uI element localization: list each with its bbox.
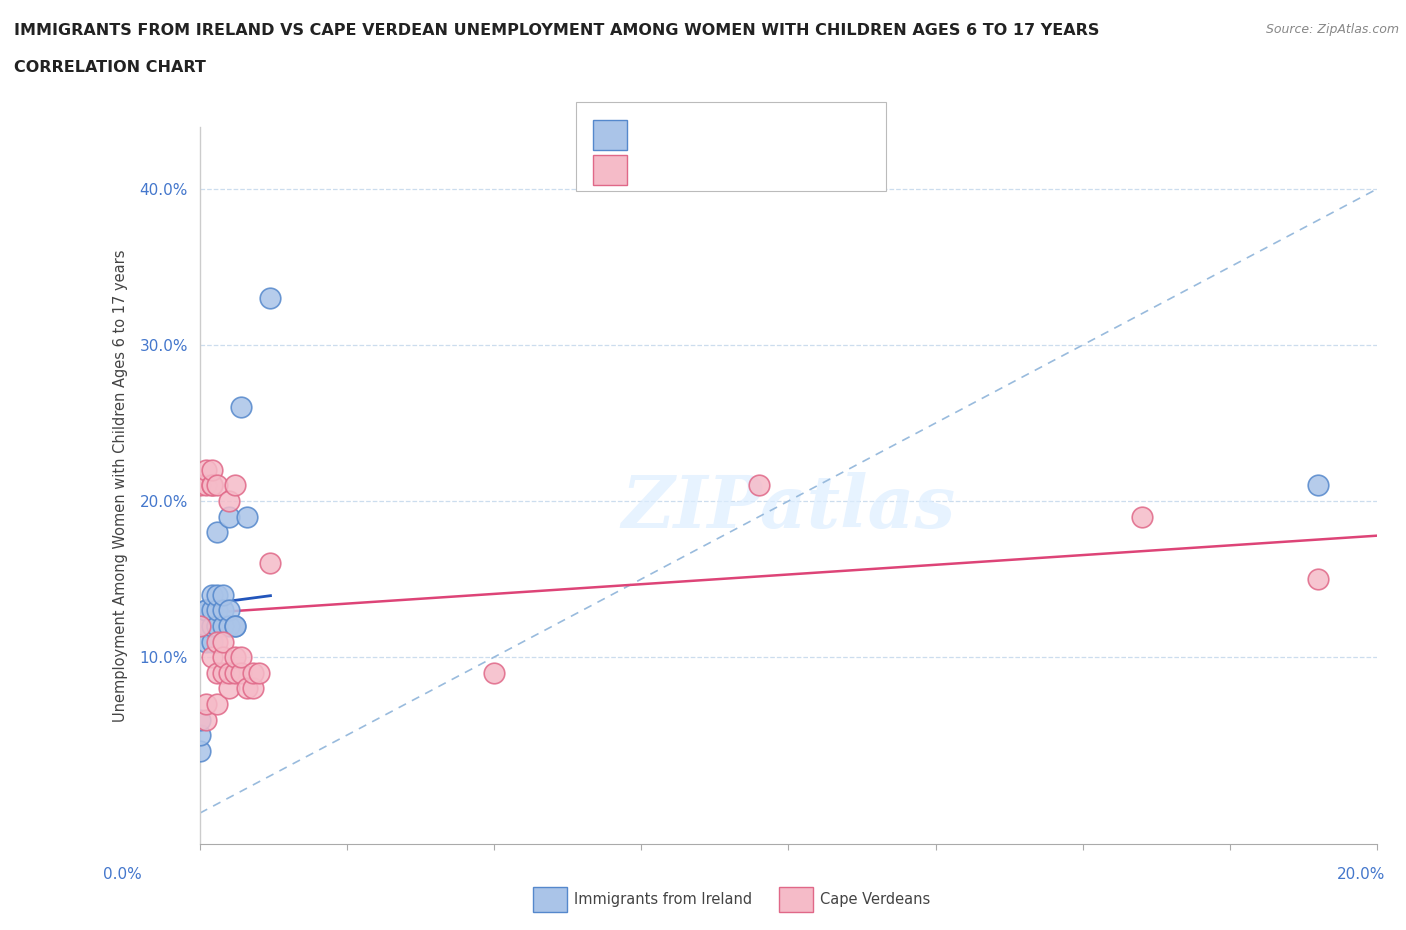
Point <box>212 650 235 665</box>
Point <box>218 494 240 509</box>
Point <box>201 650 224 665</box>
Y-axis label: Unemployment Among Women with Children Ages 6 to 17 years: Unemployment Among Women with Children A… <box>114 249 128 722</box>
Point <box>229 400 252 415</box>
Point <box>207 665 229 680</box>
Point <box>212 634 235 649</box>
Text: Immigrants from Ireland: Immigrants from Ireland <box>574 892 752 907</box>
Point <box>201 618 224 633</box>
Point <box>218 681 240 696</box>
Point <box>201 478 224 493</box>
Text: 29: 29 <box>766 126 787 140</box>
Point <box>242 681 264 696</box>
Point <box>194 462 217 477</box>
Point <box>194 603 217 618</box>
Point <box>212 587 235 602</box>
Point <box>194 478 217 493</box>
Point <box>259 556 281 571</box>
Point <box>201 634 224 649</box>
Point <box>247 665 270 680</box>
Point <box>207 634 229 649</box>
Text: 20.0%: 20.0% <box>1337 867 1385 882</box>
Text: Source: ZipAtlas.com: Source: ZipAtlas.com <box>1265 23 1399 36</box>
Point <box>1130 510 1153 525</box>
Point <box>194 618 217 633</box>
Point <box>218 603 240 618</box>
Point <box>236 510 259 525</box>
Point <box>242 665 264 680</box>
Point <box>748 478 770 493</box>
Point <box>194 634 217 649</box>
Point <box>224 665 246 680</box>
Point <box>218 665 240 680</box>
Text: R = -0.012: R = -0.012 <box>634 161 724 176</box>
Point <box>188 478 211 493</box>
Point <box>259 291 281 306</box>
Point <box>201 603 224 618</box>
Point <box>482 665 505 680</box>
Text: R =: R = <box>634 126 668 140</box>
Point <box>207 478 229 493</box>
Point <box>207 697 229 711</box>
Text: IMMIGRANTS FROM IRELAND VS CAPE VERDEAN UNEMPLOYMENT AMONG WOMEN WITH CHILDREN A: IMMIGRANTS FROM IRELAND VS CAPE VERDEAN … <box>14 23 1099 38</box>
Point <box>188 743 211 758</box>
Point <box>207 603 229 618</box>
Point <box>194 712 217 727</box>
Point <box>224 478 246 493</box>
Text: N =: N = <box>731 161 765 176</box>
Point <box>207 525 229 539</box>
Text: N =: N = <box>731 126 765 140</box>
Point <box>229 650 252 665</box>
Point <box>218 618 240 633</box>
Point <box>188 727 211 742</box>
Point <box>201 587 224 602</box>
Point <box>207 618 229 633</box>
Point <box>188 712 211 727</box>
Point <box>207 587 229 602</box>
Text: 34: 34 <box>766 161 787 176</box>
Point <box>201 478 224 493</box>
Point <box>212 618 235 633</box>
Point <box>224 618 246 633</box>
Text: 0.384: 0.384 <box>671 126 718 140</box>
Point <box>229 665 252 680</box>
Point <box>201 462 224 477</box>
Point <box>194 603 217 618</box>
Point <box>188 618 211 633</box>
Point <box>207 618 229 633</box>
Point <box>194 697 217 711</box>
Point <box>218 510 240 525</box>
Point <box>212 665 235 680</box>
Text: Cape Verdeans: Cape Verdeans <box>820 892 929 907</box>
Point <box>224 650 246 665</box>
Text: 0.0%: 0.0% <box>103 867 142 882</box>
Text: CORRELATION CHART: CORRELATION CHART <box>14 60 205 75</box>
Point <box>236 681 259 696</box>
Text: ZIPatlas: ZIPatlas <box>621 472 956 542</box>
Point <box>1306 572 1329 587</box>
Point <box>1306 478 1329 493</box>
Point <box>194 618 217 633</box>
Point <box>224 618 246 633</box>
Point <box>212 603 235 618</box>
